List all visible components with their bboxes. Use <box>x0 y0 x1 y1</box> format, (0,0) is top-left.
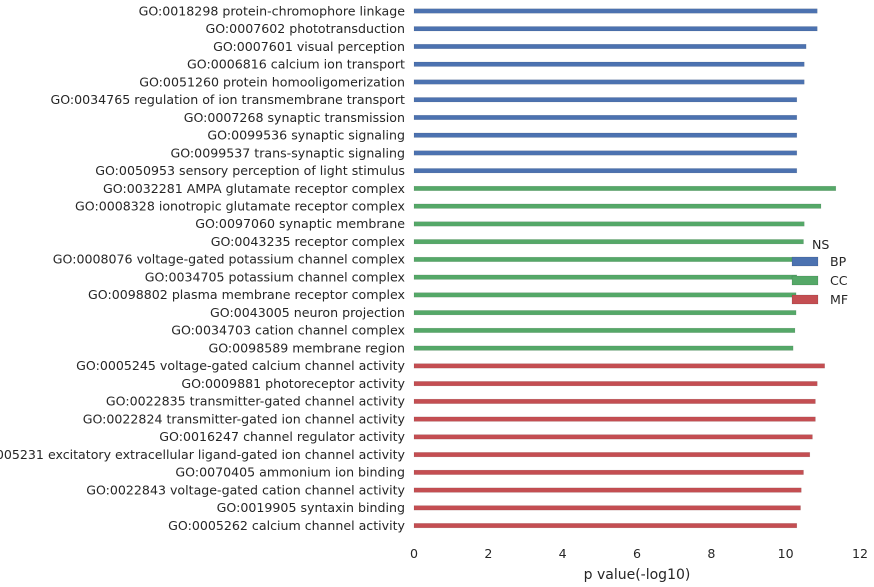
category-label: GO:0006816 calcium ion transport <box>187 57 405 72</box>
category-label: GO:0008328 ionotropic glutamate receptor… <box>75 198 405 213</box>
bar-go-0022835 <box>413 398 816 404</box>
category-label: GO:0097060 synaptic membrane <box>195 216 405 231</box>
x-tick-label: 4 <box>559 546 567 561</box>
x-tick-label: 8 <box>707 546 715 561</box>
category-label: GO:0018298 protein-chromophore linkage <box>139 3 406 18</box>
category-label: GO:0098802 plasma membrane receptor comp… <box>88 287 406 302</box>
x-tick-label: 12 <box>852 546 868 561</box>
category-label: GO:0008076 voltage-gated potassium chann… <box>53 252 406 267</box>
x-axis-ticks: 0 2 4 6 8 10 12 <box>410 546 868 561</box>
bar-go-0098589 <box>413 345 794 351</box>
bar-go-0098802 <box>413 292 797 298</box>
category-label: GO:0070405 ammonium ion binding <box>175 465 405 480</box>
bar-go-0018298 <box>413 8 818 14</box>
legend-label-bp: BP <box>830 254 847 269</box>
category-label: GO:0032281 AMPA glutamate receptor compl… <box>103 181 406 196</box>
bar-go-0016247 <box>413 434 813 440</box>
category-label: GO:0034703 cation channel complex <box>171 323 405 338</box>
category-label: GO:0043235 receptor complex <box>211 234 406 249</box>
category-label: GO:0022824 transmitter-gated ion channel… <box>83 411 406 426</box>
bar-go-0032281 <box>413 185 837 191</box>
bar-go-0070405 <box>413 469 804 475</box>
x-axis-title: p value(-log10) <box>584 567 691 583</box>
category-label: GO:0098589 membrane region <box>208 340 405 355</box>
category-label: GO:0005245 voltage-gated calcium channel… <box>76 358 405 373</box>
legend: NS BP CC MF <box>791 237 848 307</box>
bar-go-0099537 <box>413 150 798 156</box>
bar-go-0050953 <box>413 168 798 174</box>
category-label: GO:0007601 visual perception <box>213 39 405 54</box>
bar-go-0097060 <box>413 221 805 227</box>
category-label: GO:0050953 sensory perception of light s… <box>95 163 405 178</box>
category-label: GO:0099536 synaptic signaling <box>207 128 405 143</box>
legend-label-cc: CC <box>830 273 848 288</box>
bar-go-0019905 <box>413 505 801 511</box>
bar-go-0005231 <box>413 452 811 458</box>
category-label: GO:0034765 regulation of ion transmembra… <box>50 92 405 107</box>
bar-go-0007601 <box>413 43 807 49</box>
bar-go-0051260 <box>413 79 805 85</box>
category-label: GO:0016247 channel regulator activity <box>159 429 405 444</box>
legend-swatch-bp <box>791 256 819 267</box>
category-label: GO:0022843 voltage-gated cation channel … <box>86 482 405 497</box>
legend-label-mf: MF <box>830 292 848 307</box>
category-label: GO:0043005 neuron projection <box>210 305 405 320</box>
bar-go-0034765 <box>413 97 798 103</box>
category-label: GO:0007602 phototransduction <box>205 21 405 36</box>
category-label: GO:0034705 potassium channel complex <box>145 269 406 284</box>
bar-go-0043005 <box>413 310 797 316</box>
bar-go-0022824 <box>413 416 816 422</box>
x-tick-label: 0 <box>410 546 418 561</box>
bar-go-0034703 <box>413 327 796 333</box>
category-label: GO:0051260 protein homooligomerization <box>139 74 405 89</box>
x-tick-label: 6 <box>633 546 641 561</box>
bar-go-0008076 <box>413 256 798 262</box>
bar-go-0005262 <box>413 523 798 529</box>
x-tick-label: 10 <box>778 546 794 561</box>
bar-go-0007602 <box>413 26 818 32</box>
bars-layer <box>413 8 837 529</box>
bar-go-0007268 <box>413 114 798 120</box>
x-tick-label: 2 <box>484 546 492 561</box>
category-label: GO:0005231 excitatory extracellular liga… <box>0 447 406 462</box>
bar-go-0005245 <box>413 363 825 369</box>
category-label: GO:0019905 syntaxin binding <box>217 500 405 515</box>
category-labels: GO:0018298 protein-chromophore linkage GO… <box>0 3 406 533</box>
bar-go-0006816 <box>413 61 805 67</box>
category-label: GO:0099537 trans-synaptic signaling <box>170 145 405 160</box>
bar-go-0022843 <box>413 487 802 493</box>
bar-go-0009881 <box>413 381 818 387</box>
category-label: GO:0007268 synaptic transmission <box>184 110 405 125</box>
bar-go-0099536 <box>413 132 798 138</box>
legend-swatch-mf <box>791 294 819 305</box>
category-label: GO:0005262 calcium channel activity <box>168 518 405 533</box>
category-label: GO:0022835 transmitter-gated channel act… <box>106 394 406 409</box>
bar-go-0008328 <box>413 203 822 209</box>
bar-go-0043235 <box>413 239 804 245</box>
bar-go-0034705 <box>413 274 798 280</box>
legend-title: NS <box>812 237 829 252</box>
category-label: GO:0009881 photoreceptor activity <box>181 376 405 391</box>
legend-swatch-cc <box>791 275 819 286</box>
